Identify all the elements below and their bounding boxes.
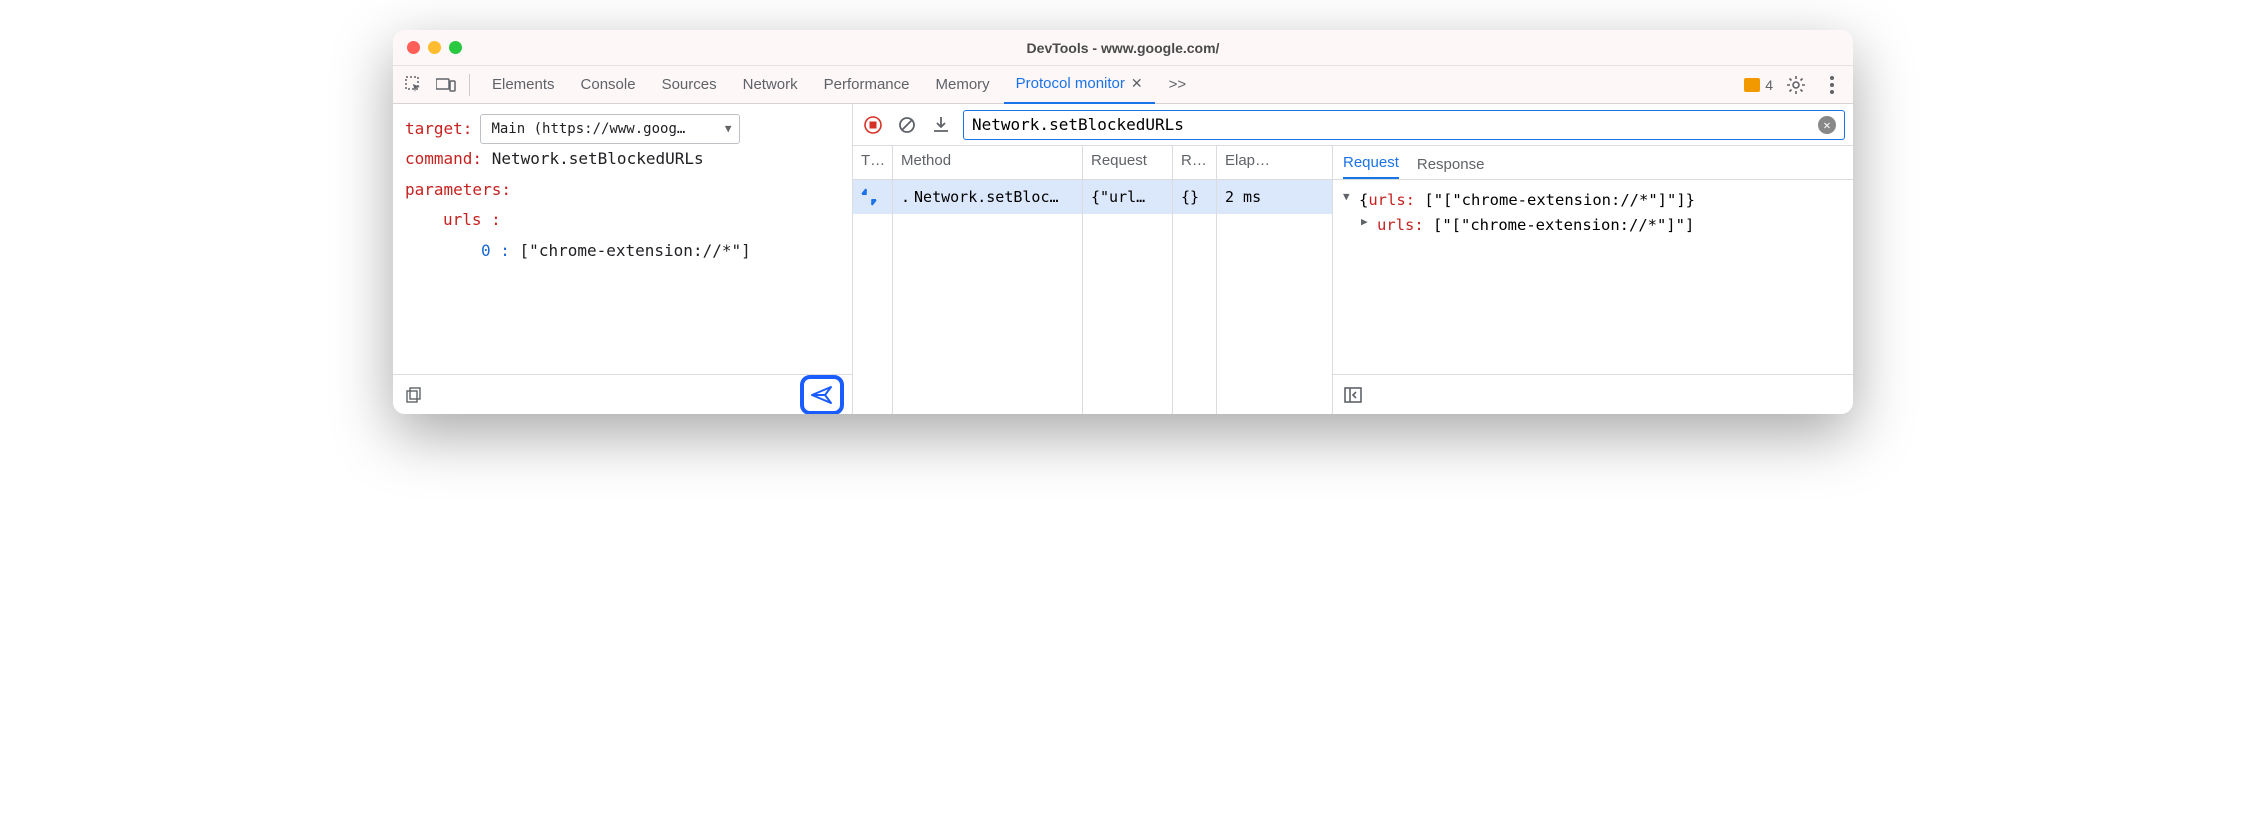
tab-sources[interactable]: Sources [650, 66, 729, 104]
window-title: DevTools - www.google.com/ [393, 40, 1853, 56]
tab-performance[interactable]: Performance [812, 66, 922, 104]
command-value[interactable]: Network.setBlockedURLs [492, 149, 704, 168]
th-request[interactable]: Request [1083, 146, 1173, 179]
detail-body: ▼ {urls: ["["chrome-extension://*"]"]} ▶… [1333, 180, 1853, 374]
tab-label: Memory [936, 76, 990, 93]
protocol-monitor-pane: ✕ T… Method Request R… Elap… [853, 104, 1853, 414]
copy-icon[interactable] [401, 382, 427, 408]
row-method: .Network.setBloc… [893, 180, 1083, 214]
parameters-label: parameters: [405, 180, 511, 199]
filter-input[interactable] [972, 115, 1812, 134]
clear-filter-icon[interactable]: ✕ [1818, 116, 1836, 134]
filter-input-wrapper: ✕ [963, 110, 1845, 140]
command-editor-pane: target: Main (https://www.goog… command:… [393, 104, 853, 414]
download-icon[interactable] [929, 113, 953, 137]
target-label: target: [405, 114, 472, 144]
send-button[interactable] [800, 375, 844, 415]
table-header: T… Method Request R… Elap… [853, 146, 1332, 180]
device-toggle-icon[interactable] [433, 72, 459, 98]
target-select[interactable]: Main (https://www.goog… [480, 114, 740, 144]
protocol-toolbar: ✕ [853, 104, 1853, 146]
tree-key: urls: [1377, 216, 1424, 234]
tabs-overflow[interactable]: >> [1157, 66, 1199, 104]
toggle-sidebar-icon[interactable] [1341, 383, 1365, 407]
more-icon[interactable] [1819, 72, 1845, 98]
expand-arrow-down-icon[interactable]: ▼ [1343, 188, 1355, 206]
toolbar-right: 4 [1744, 72, 1845, 98]
overflow-label: >> [1169, 76, 1187, 93]
table-empty-area [853, 214, 1332, 414]
detail-tabs: Request Response [1333, 146, 1853, 180]
th-elapsed[interactable]: Elap… [1217, 146, 1287, 179]
expand-arrow-right-icon[interactable]: ▶ [1361, 213, 1373, 231]
tab-network[interactable]: Network [731, 66, 810, 104]
tree-row-root[interactable]: ▼ {urls: ["["chrome-extension://*"]"]} [1343, 188, 1843, 213]
editor-footer [393, 374, 852, 414]
separator [469, 74, 470, 96]
target-value: Main (https://www.goog… [491, 116, 685, 143]
clear-icon[interactable] [895, 113, 919, 137]
tree-value: ["["chrome-extension://*"]"] [1433, 216, 1694, 234]
detail-footer [1333, 374, 1853, 414]
close-icon[interactable]: ✕ [1131, 75, 1143, 92]
tab-label: Network [743, 76, 798, 93]
row-request: {"url… [1083, 180, 1173, 214]
table-row[interactable]: .Network.setBloc… {"url… {} 2 ms [853, 180, 1332, 214]
tab-protocol-monitor[interactable]: Protocol monitor ✕ [1004, 66, 1155, 104]
tab-label: Elements [492, 76, 555, 93]
issues-count: 4 [1765, 77, 1773, 93]
tree-key: urls: [1368, 191, 1415, 209]
tab-label: Protocol monitor [1016, 75, 1125, 92]
tab-memory[interactable]: Memory [924, 66, 1002, 104]
th-response[interactable]: R… [1173, 146, 1217, 179]
command-editor: target: Main (https://www.goog… command:… [393, 104, 852, 374]
row-type-icon [853, 180, 893, 214]
row-elapsed: 2 ms [1217, 180, 1287, 214]
titlebar: DevTools - www.google.com/ [393, 30, 1853, 66]
th-method[interactable]: Method [893, 146, 1083, 179]
tree-row-child[interactable]: ▶ urls: ["["chrome-extension://*"]"] [1343, 213, 1843, 238]
record-icon[interactable] [861, 113, 885, 137]
issues-badge[interactable]: 4 [1744, 77, 1773, 93]
settings-icon[interactable] [1783, 72, 1809, 98]
warning-icon [1744, 78, 1760, 92]
panel-tabs: Elements Console Sources Network Perform… [480, 66, 1198, 104]
th-type[interactable]: T… [853, 146, 893, 179]
tab-label: Performance [824, 76, 910, 93]
content-area: target: Main (https://www.goog… command:… [393, 104, 1853, 414]
tree-value: ["["chrome-extension://*"]"] [1424, 191, 1685, 209]
tab-label: Console [581, 76, 636, 93]
devtools-window: DevTools - www.google.com/ Elements Cons… [393, 30, 1853, 414]
protocol-body: T… Method Request R… Elap… .Network.setB… [853, 146, 1853, 414]
urls-label: urls : [443, 210, 501, 229]
tab-elements[interactable]: Elements [480, 66, 567, 104]
main-toolbar: Elements Console Sources Network Perform… [393, 66, 1853, 104]
index-value[interactable]: ["chrome-extension://*"] [520, 241, 751, 260]
tab-label: Sources [662, 76, 717, 93]
command-label: command: [405, 149, 482, 168]
message-table: T… Method Request R… Elap… .Network.setB… [853, 146, 1333, 414]
detail-pane: Request Response ▼ {urls: ["["chrome-ext… [1333, 146, 1853, 414]
inspect-icon[interactable] [401, 72, 427, 98]
detail-tab-response[interactable]: Response [1417, 156, 1485, 179]
tab-console[interactable]: Console [569, 66, 648, 104]
row-response: {} [1173, 180, 1217, 214]
index-label: 0 : [481, 241, 510, 260]
detail-tab-request[interactable]: Request [1343, 154, 1399, 179]
